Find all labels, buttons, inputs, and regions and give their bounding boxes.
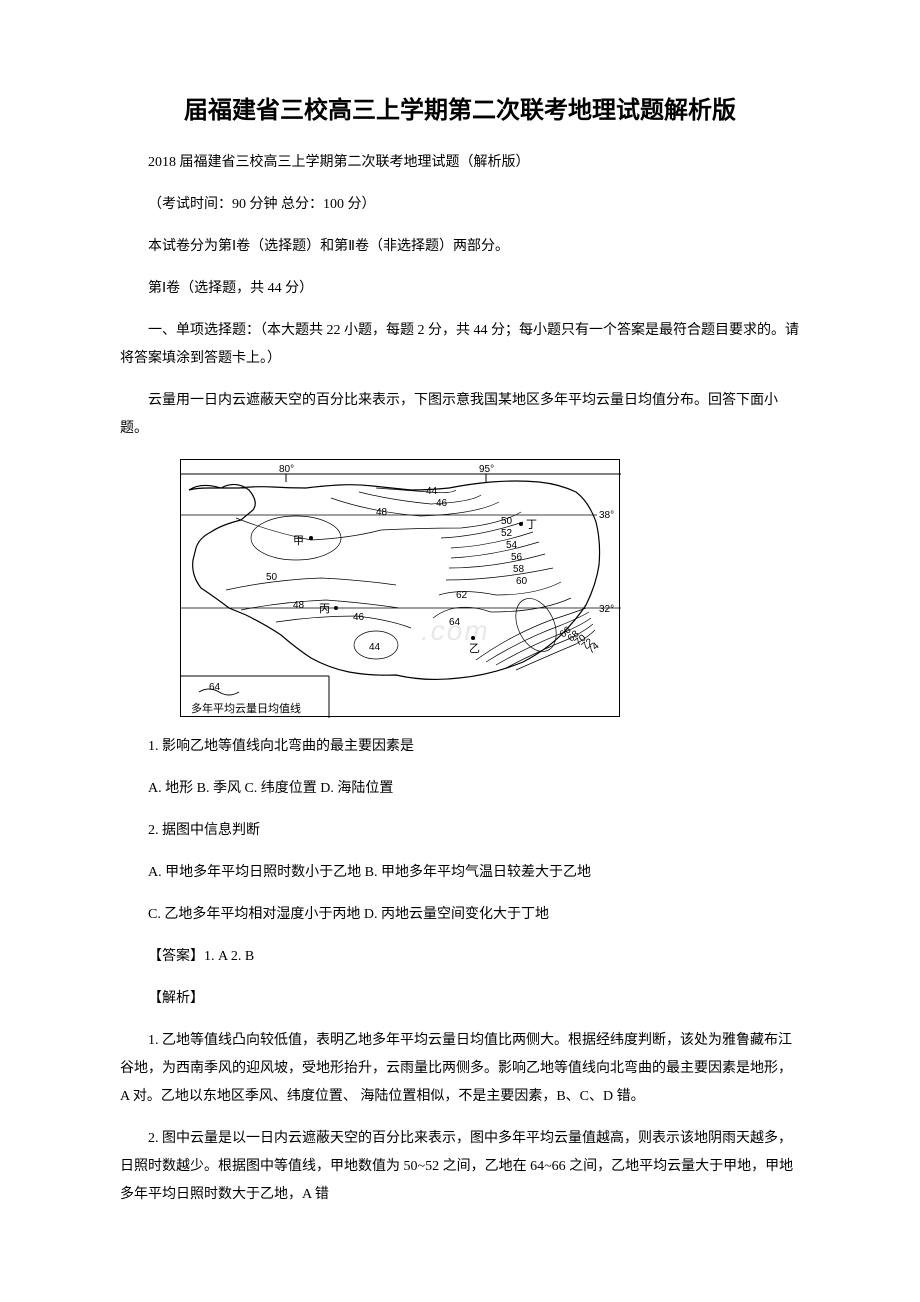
svg-text:48: 48 <box>376 507 388 518</box>
svg-text:50: 50 <box>266 572 278 583</box>
svg-text:50: 50 <box>501 516 513 527</box>
question-2-options-cd: C. 乙地多年平均相对湿度小于丙地 D. 丙地云量空间变化大于丁地 <box>120 901 800 929</box>
location-jia: 甲 <box>293 535 304 547</box>
analysis-label: 【解析】 <box>120 985 800 1013</box>
latitude-38: 38° <box>599 510 614 521</box>
svg-text:46: 46 <box>353 612 365 623</box>
svg-text:48: 48 <box>293 600 305 611</box>
svg-text:44: 44 <box>426 486 438 497</box>
longitude-95: 95° <box>479 464 494 475</box>
analysis-2: 2. 图中云量是以一日内云遮蔽天空的百分比来表示，图中多年平均云量值越高，则表示… <box>120 1125 800 1209</box>
svg-text:46: 46 <box>436 498 448 509</box>
svg-text:64: 64 <box>449 617 461 628</box>
analysis-1: 1. 乙地等值线凸向较低值，表明乙地多年平均云量日均值比两侧大。根据经纬度判断，… <box>120 1027 800 1111</box>
question-1-options: A. 地形 B. 季风 C. 纬度位置 D. 海陆位置 <box>120 775 800 803</box>
structure-info: 本试卷分为第Ⅰ卷（选择题）和第Ⅱ卷（非选择题）两部分。 <box>120 233 800 261</box>
subtitle: 2018 届福建省三校高三上学期第二次联考地理试题（解析版） <box>120 149 800 177</box>
location-ding: 丁 <box>526 519 537 531</box>
legend-value: 64 <box>209 682 221 693</box>
question-2: 2. 据图中信息判断 <box>120 817 800 845</box>
page-title: 届福建省三校高三上学期第二次联考地理试题解析版 <box>120 90 800 125</box>
location-yi: 乙 <box>469 642 480 655</box>
svg-text:62: 62 <box>456 590 468 601</box>
svg-text:44: 44 <box>369 642 381 653</box>
instructions: 一、单项选择题：（本大题共 22 小题，每题 2 分，共 44 分；每小题只有一… <box>120 317 800 373</box>
latitude-32: 32° <box>599 604 614 615</box>
answer: 【答案】1. A 2. B <box>120 943 800 971</box>
exam-info: （考试时间：90 分钟 总分：100 分） <box>120 191 800 219</box>
location-bing: 丙 <box>319 603 330 615</box>
map-figure: .com 80° 95° 38° 32° 44 <box>180 459 800 717</box>
longitude-80: 80° <box>279 464 294 475</box>
question-1: 1. 影响乙地等值线向北弯曲的最主要因素是 <box>120 733 800 761</box>
context-text: 云量用一日内云遮蔽天空的百分比来表示，下图示意我国某地区多年平均云量日均值分布。… <box>120 387 800 443</box>
svg-text:52: 52 <box>501 528 513 539</box>
svg-text:60: 60 <box>516 576 528 587</box>
section-1-header: 第Ⅰ卷（选择题，共 44 分） <box>120 275 800 303</box>
legend-label: 多年平均云量日均值线 <box>191 701 301 715</box>
question-2-options-ab: A. 甲地多年平均日照时数小于乙地 B. 甲地多年平均气温日较差大于乙地 <box>120 859 800 887</box>
